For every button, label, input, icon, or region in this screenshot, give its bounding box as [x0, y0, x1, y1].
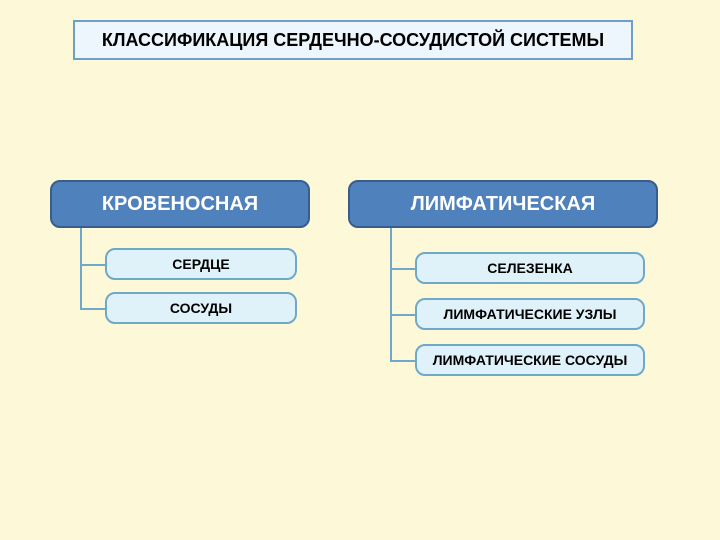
child-label: ЛИМФАТИЧЕСКИЕ УЗЛЫ [444, 306, 617, 322]
connector-segment [80, 228, 82, 310]
diagram-canvas: КЛАССИФИКАЦИЯ СЕРДЕЧНО-СОСУДИСТОЙ СИСТЕМ… [0, 0, 720, 540]
connector-segment [390, 360, 415, 362]
page-title: КЛАССИФИКАЦИЯ СЕРДЕЧНО-СОСУДИСТОЙ СИСТЕМ… [73, 20, 633, 60]
connector-segment [80, 308, 105, 310]
child-box-lymph-vessels: ЛИМФАТИЧЕСКИЕ СОСУДЫ [415, 344, 645, 376]
child-label: ЛИМФАТИЧЕСКИЕ СОСУДЫ [433, 352, 628, 368]
parent-label-lymph: ЛИМФАТИЧЕСКАЯ [411, 193, 596, 216]
child-label: СЕЛЕЗЕНКА [487, 260, 572, 276]
child-box-heart: СЕРДЦЕ [105, 248, 297, 280]
child-box-vessels: СОСУДЫ [105, 292, 297, 324]
connector-segment [80, 264, 105, 266]
child-box-spleen: СЕЛЕЗЕНКА [415, 252, 645, 284]
page-title-text: КЛАССИФИКАЦИЯ СЕРДЕЧНО-СОСУДИСТОЙ СИСТЕМ… [102, 30, 604, 51]
parent-box-lymph: ЛИМФАТИЧЕСКАЯ [348, 180, 658, 228]
connector-segment [390, 228, 392, 362]
connector-segment [390, 314, 415, 316]
parent-label-blood: КРОВЕНОСНАЯ [102, 193, 258, 216]
child-label: СОСУДЫ [170, 300, 232, 316]
child-box-lymph-nodes: ЛИМФАТИЧЕСКИЕ УЗЛЫ [415, 298, 645, 330]
parent-box-blood: КРОВЕНОСНАЯ [50, 180, 310, 228]
connector-segment [390, 268, 415, 270]
child-label: СЕРДЦЕ [172, 256, 229, 272]
